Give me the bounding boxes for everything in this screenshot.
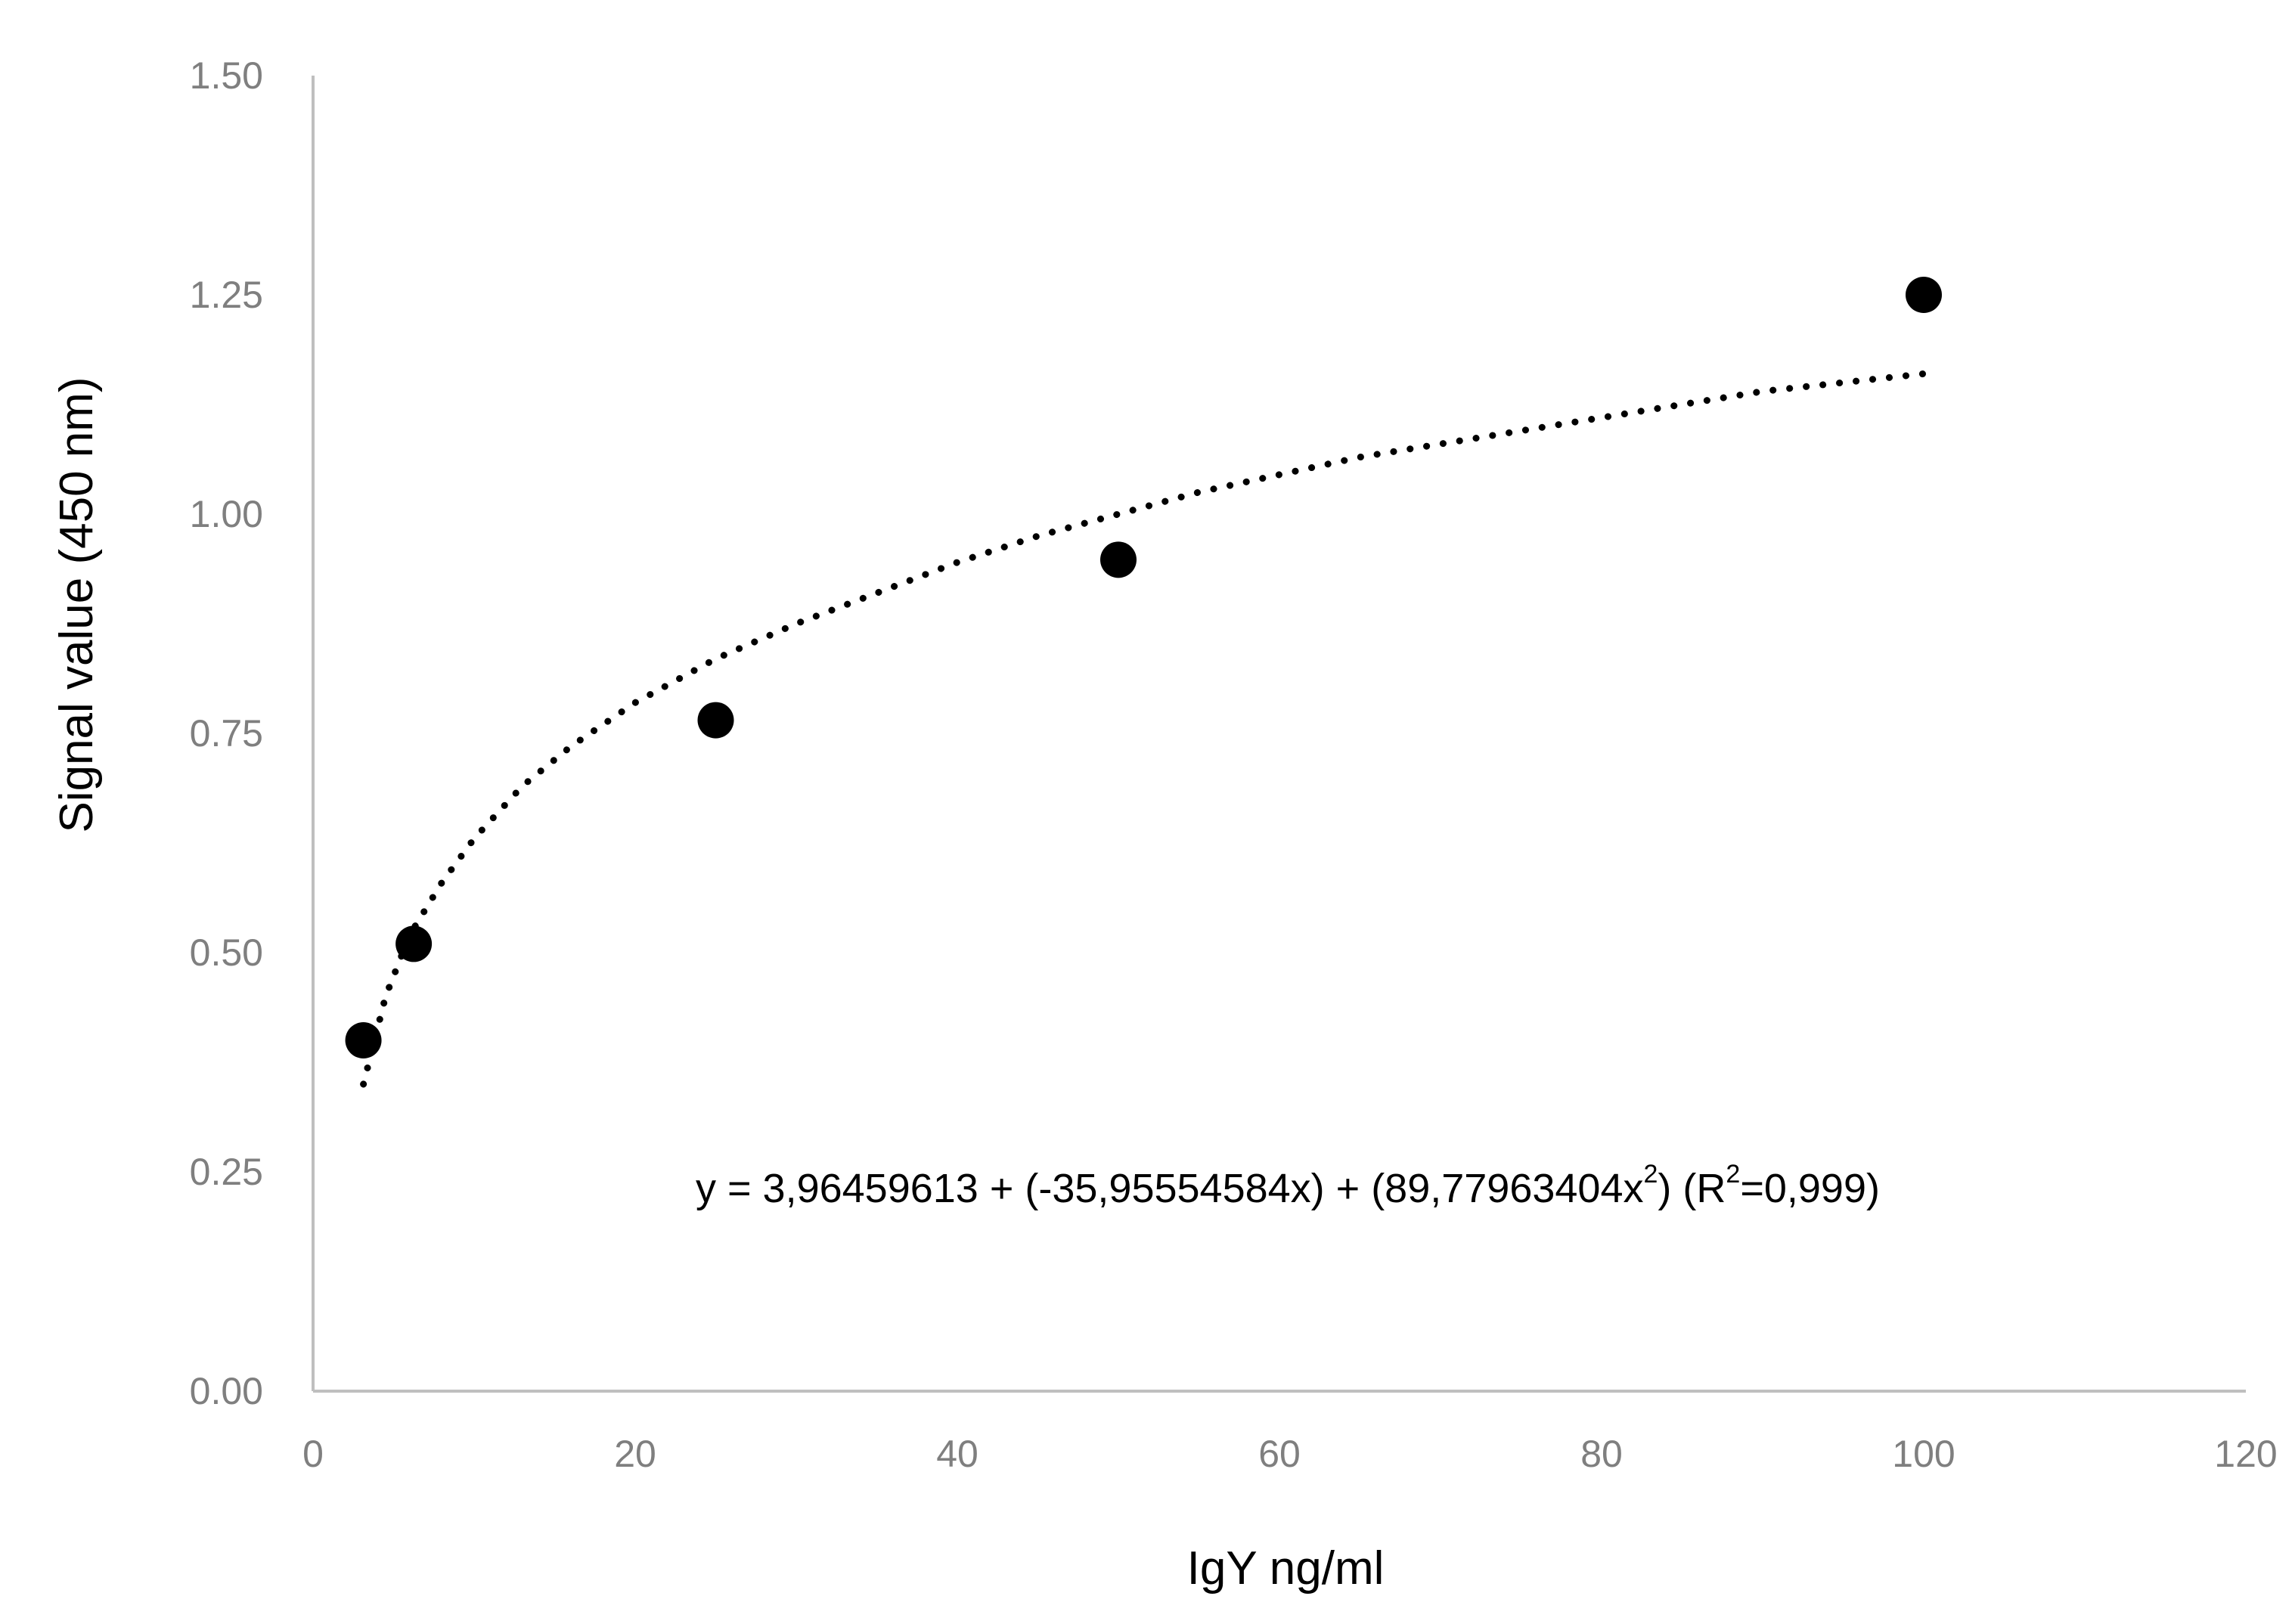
y-tick-label: 1.00 — [190, 493, 263, 535]
data-point — [395, 925, 433, 962]
equation-part-2: ) (R — [1658, 1166, 1726, 1211]
equation-superscript-1: 2 — [1644, 1160, 1658, 1189]
y-tick-label: 1.50 — [190, 54, 263, 97]
y-tick-label: 0.00 — [190, 1370, 263, 1412]
data-point — [345, 1022, 382, 1058]
x-tick-label: 40 — [936, 1433, 978, 1475]
y-axis-title: Signal value (450 nm) — [51, 377, 103, 832]
x-tick-label: 60 — [1258, 1433, 1301, 1475]
y-tick-label: 0.75 — [190, 712, 263, 755]
trendline-path — [360, 370, 1927, 1088]
x-tick-label: 0 — [302, 1433, 324, 1475]
data-point — [1100, 541, 1137, 578]
equation-part-3: =0,999) — [1740, 1166, 1880, 1211]
y-tick-label: 1.25 — [190, 274, 263, 316]
y-tick-label: 0.25 — [190, 1151, 263, 1193]
data-point — [697, 702, 734, 739]
equation-part-1: y = 3,96459613 + (-35,95554584x) + (89,7… — [696, 1166, 1644, 1211]
x-tick-label: 80 — [1580, 1433, 1623, 1475]
trendline — [360, 370, 1927, 1088]
y-tick-label: 0.50 — [190, 931, 263, 974]
x-axis-title: IgY ng/ml — [1187, 1542, 1385, 1595]
regression-equation: y = 3,96459613 + (-35,95554584x) + (89,7… — [696, 1160, 1880, 1211]
data-point — [1906, 277, 1942, 313]
tick-labels: 0.00 0.25 0.50 0.75 1.00 1.25 1.50 0 20 40 60 80 100… — [190, 54, 2278, 1475]
x-tick-label: 120 — [2214, 1433, 2277, 1475]
equation-superscript-2: 2 — [1726, 1160, 1740, 1189]
x-tick-label: 100 — [1892, 1433, 1955, 1475]
data-points — [345, 277, 1942, 1058]
axes — [312, 76, 2246, 1393]
x-tick-label: 20 — [614, 1433, 656, 1475]
